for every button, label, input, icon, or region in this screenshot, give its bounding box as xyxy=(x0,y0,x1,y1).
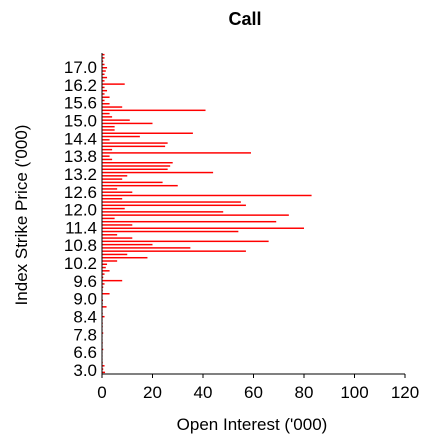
bar xyxy=(102,142,168,143)
bar xyxy=(102,162,173,163)
bar xyxy=(102,306,107,307)
bar xyxy=(102,172,213,173)
x-tick-label: 80 xyxy=(295,383,314,402)
y-tick-label: 3.0 xyxy=(73,361,97,380)
bar xyxy=(102,133,193,134)
y-tick-label: 13.8 xyxy=(64,147,97,166)
y-tick-label: 7.8 xyxy=(73,325,97,344)
bar xyxy=(102,77,107,78)
x-tick-label: 60 xyxy=(244,383,263,402)
x-ticks-group: 0 20 40 60 80 100 120 xyxy=(97,374,419,402)
bar xyxy=(102,136,140,137)
bar xyxy=(102,218,115,219)
y-tick-label: 16.2 xyxy=(64,76,97,95)
bars-group xyxy=(102,54,312,373)
bar xyxy=(102,70,106,71)
y-tick-label: 15.0 xyxy=(64,111,97,130)
bar xyxy=(102,237,132,238)
y-tick-label: 9.0 xyxy=(73,290,97,309)
bar xyxy=(102,260,117,261)
bar xyxy=(102,293,110,294)
x-tick-label: 40 xyxy=(194,383,213,402)
x-tick-label: 0 xyxy=(97,383,106,402)
bar xyxy=(102,146,165,147)
bar xyxy=(102,264,107,265)
bar xyxy=(102,119,130,120)
bar xyxy=(102,231,238,232)
y-tick-label: 14.4 xyxy=(64,129,97,148)
bar xyxy=(102,214,289,215)
bar xyxy=(102,165,170,166)
bar xyxy=(102,198,122,199)
bar xyxy=(102,270,110,271)
x-axis-label: Open Interest ('000) xyxy=(177,415,328,434)
chart-title: Call xyxy=(228,9,261,29)
y-tick-label: 10.8 xyxy=(64,236,97,255)
y-tick-label: 11.4 xyxy=(65,218,97,237)
bar xyxy=(102,280,122,281)
bar xyxy=(102,205,246,206)
x-tick-label: 120 xyxy=(391,383,419,402)
y-tick-label: 13.2 xyxy=(64,165,97,184)
bar xyxy=(102,159,112,160)
x-tick-label: 20 xyxy=(143,383,162,402)
x-tick-label: 100 xyxy=(340,383,368,402)
y-tick-label: 9.6 xyxy=(73,272,97,291)
bar xyxy=(102,208,125,209)
bar xyxy=(102,188,117,189)
bar xyxy=(102,250,246,251)
bar xyxy=(102,185,178,186)
bar xyxy=(102,244,153,245)
bar xyxy=(102,178,122,179)
bar xyxy=(102,182,163,183)
bar xyxy=(102,195,312,196)
y-tick-label: 6.6 xyxy=(73,343,97,362)
y-tick-label: 15.6 xyxy=(64,94,97,113)
bar xyxy=(102,83,125,84)
bar xyxy=(102,96,110,97)
bar xyxy=(102,191,132,192)
bar xyxy=(102,103,110,104)
bar xyxy=(102,221,276,222)
y-axis-label: Index Strike Price ('000) xyxy=(12,125,31,306)
bar xyxy=(102,129,115,130)
y-tick-label: 8.4 xyxy=(73,308,97,327)
bar xyxy=(102,169,168,170)
bar xyxy=(102,267,106,268)
y-tick-label: 10.2 xyxy=(64,254,97,273)
y-ticks-group: 3.06.67.88.49.09.610.210.811.412.012.613… xyxy=(64,58,97,380)
y-tick-label: 12.6 xyxy=(64,183,97,202)
bar xyxy=(102,228,304,229)
bar xyxy=(102,201,241,202)
bar xyxy=(102,67,107,68)
bar xyxy=(102,123,153,124)
bar xyxy=(102,149,112,150)
y-tick-label: 17.0 xyxy=(64,58,97,77)
bar xyxy=(102,257,147,258)
bar xyxy=(102,110,206,111)
bar xyxy=(102,247,190,248)
bar xyxy=(102,175,127,176)
bar xyxy=(102,113,110,114)
bar xyxy=(102,139,110,140)
bar xyxy=(102,90,107,91)
bar xyxy=(102,106,122,107)
bar xyxy=(102,224,132,225)
bar xyxy=(102,254,127,255)
bar xyxy=(102,126,115,127)
bar xyxy=(102,155,110,156)
bar xyxy=(102,241,269,242)
bar xyxy=(102,234,117,235)
bar xyxy=(102,211,223,212)
y-tick-label: 12.0 xyxy=(64,201,97,220)
bar xyxy=(102,152,251,153)
bar xyxy=(102,116,112,117)
